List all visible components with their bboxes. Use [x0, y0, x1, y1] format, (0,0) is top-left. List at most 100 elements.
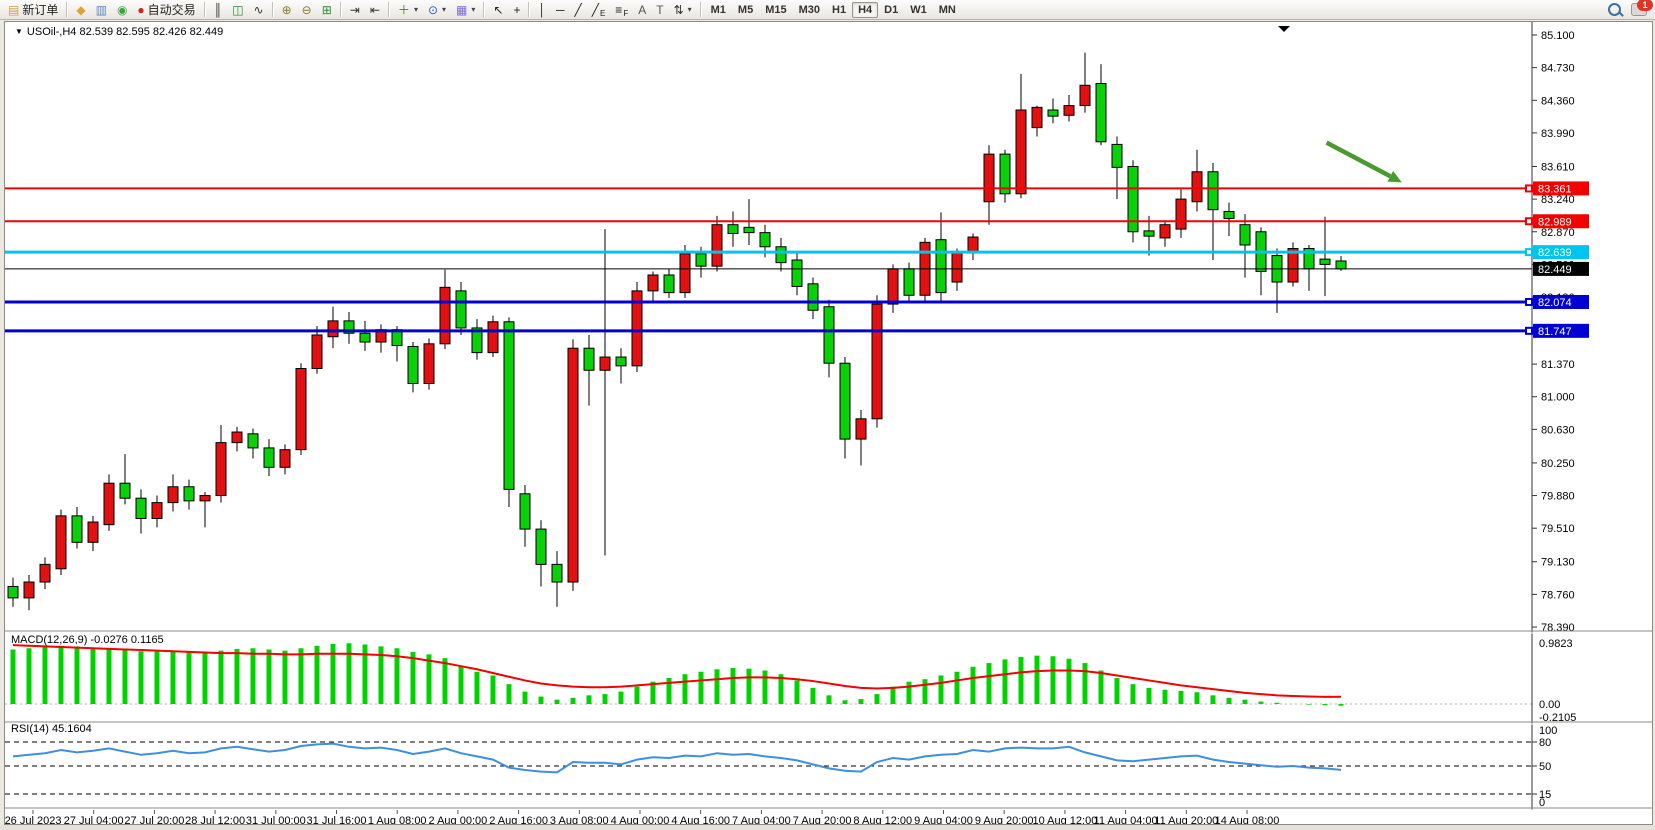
svg-text:84.730: 84.730 [1541, 63, 1575, 75]
svg-text:27 Jul 20:00: 27 Jul 20:00 [124, 815, 184, 824]
svg-text:81.000: 81.000 [1541, 392, 1575, 404]
timeframe-mn[interactable]: MN [938, 3, 956, 16]
toolbar-separator [699, 2, 702, 17]
svg-text:2 Aug 00:00: 2 Aug 00:00 [429, 815, 488, 824]
chart-canvas[interactable]: 85.100 84.730 84.360 83.990 83.610 83.240 82.8… [5, 22, 1652, 824]
svg-text:81.747: 81.747 [1538, 326, 1572, 338]
svg-text:27 Jul 04:00: 27 Jul 04:00 [64, 815, 124, 824]
new-order-button-label: 新订单 [22, 3, 59, 17]
rsi-indicator-label: RSI(14) 45.1604 [11, 723, 92, 735]
vertical-line-button[interactable]: │ [533, 0, 551, 19]
tile-windows-icon: ⊞ [321, 2, 332, 17]
svg-text:80.250: 80.250 [1541, 458, 1575, 470]
chart-shift-marker-icon[interactable] [1278, 26, 1290, 32]
svg-text:14 Aug 08:00: 14 Aug 08:00 [1215, 815, 1280, 824]
candlestick-chart-button[interactable]: ◫ [227, 0, 248, 19]
horizontal-line-icon: ─ [555, 2, 565, 17]
auto-trading-button[interactable]: ● 自动交易 [132, 0, 200, 19]
fibonacci-button[interactable]: ≡ F [610, 0, 633, 19]
svg-text:82.870: 82.870 [1541, 227, 1575, 239]
bar-chart-button[interactable]: ║ [209, 0, 228, 19]
templates-button[interactable]: ▦ ▾ [451, 0, 480, 19]
document-icon: ▤ [8, 2, 20, 17]
svg-text:82.449: 82.449 [1538, 264, 1572, 276]
macd-pane[interactable] [5, 643, 1532, 706]
svg-text:0.00: 0.00 [1539, 699, 1560, 711]
svg-text:78.390: 78.390 [1541, 622, 1575, 634]
svg-text:15: 15 [1539, 789, 1551, 801]
timeframe-w1[interactable]: W1 [910, 3, 927, 16]
rsi-pane[interactable] [5, 741, 1532, 795]
cursor-icon: ↖ [493, 2, 504, 17]
periods-button[interactable]: ⊙ ▾ [423, 0, 451, 19]
svg-text:10 Aug 12:00: 10 Aug 12:00 [1032, 815, 1097, 824]
text-label-button[interactable]: T [651, 0, 668, 19]
svg-text:9 Aug 04:00: 9 Aug 04:00 [914, 815, 973, 824]
auto-scroll-button[interactable]: ⇥ [345, 0, 365, 19]
svg-text:9 Aug 20:00: 9 Aug 20:00 [975, 815, 1034, 824]
svg-text:81.370: 81.370 [1541, 359, 1575, 371]
svg-text:83.240: 83.240 [1541, 194, 1575, 206]
timeframe-d1[interactable]: D1 [884, 3, 899, 16]
equidistant-channel-button[interactable]: ╱ E [587, 0, 611, 19]
svg-text:26 Jul 2023: 26 Jul 2023 [5, 815, 61, 824]
svg-text:79.880: 79.880 [1541, 491, 1575, 503]
chevron-down-icon[interactable]: ▼ [15, 27, 23, 36]
chat-icon[interactable]: 1 [1631, 0, 1653, 16]
dropdown-caret-icon[interactable]: ▾ [413, 5, 418, 14]
price-tag-82.639: 82.639 [1525, 245, 1589, 260]
current-price-tag [1533, 261, 1589, 276]
zoom-out-icon: ⊖ [301, 2, 312, 17]
trendline-button[interactable]: ╱ [569, 0, 586, 19]
timeframe-m30[interactable]: M30 [798, 3, 821, 16]
clock-icon: ⊙ [427, 2, 439, 17]
price-tag-83.361: 83.361 [1525, 181, 1589, 196]
svg-text:31 Jul 00:00: 31 Jul 00:00 [246, 815, 306, 824]
svg-text:3 Aug 08:00: 3 Aug 08:00 [550, 815, 609, 824]
tile-windows-button[interactable]: ⊞ [317, 0, 337, 19]
signals-button[interactable]: ◉ [112, 0, 132, 19]
svg-text:82.639: 82.639 [1538, 247, 1572, 259]
zoom-out-button[interactable]: ⊖ [297, 0, 317, 19]
zoom-in-button[interactable]: ⊕ [277, 0, 297, 19]
price-tag-82.989: 82.989 [1525, 214, 1589, 229]
template-icon: ▦ [456, 2, 468, 17]
zoom-in-icon: ⊕ [281, 2, 292, 17]
svg-text:84.360: 84.360 [1541, 95, 1575, 107]
svg-text:79.510: 79.510 [1541, 523, 1575, 535]
new-order-button[interactable]: ▤ 新订单 [3, 0, 63, 19]
channel-icon-sub: E [599, 9, 606, 18]
price-axis[interactable]: 85.100 84.730 84.360 83.990 83.610 83.240 82.8… [1525, 22, 1589, 810]
chart-shift-button[interactable]: ⇤ [365, 0, 385, 19]
search-icon[interactable] [1608, 3, 1621, 16]
annotation-arrow[interactable] [1325, 140, 1402, 183]
timeframe-h1[interactable]: H1 [832, 3, 847, 16]
cursor-button[interactable]: ↖ [488, 0, 508, 19]
svg-text:4 Aug 16:00: 4 Aug 16:00 [671, 815, 730, 824]
line-chart-icon: ∿ [253, 2, 264, 17]
market-watch-button[interactable]: ▥ [91, 0, 112, 19]
trendline-icon: ╱ [574, 2, 582, 17]
crosshair-button[interactable]: + [508, 0, 525, 19]
dropdown-caret-icon[interactable]: ▾ [687, 5, 692, 14]
timeframe-m5[interactable]: M5 [737, 3, 754, 16]
arrows-button[interactable]: ⇅ ▾ [669, 0, 697, 19]
timeframe-m1[interactable]: M1 [710, 3, 726, 16]
time-axis[interactable]: 26 Jul 2023 27 Jul 04:00 27 Jul 20:00 28 Ju… [5, 810, 1279, 824]
text-label-icon: T [656, 2, 664, 17]
timeframe-m15[interactable]: M15 [765, 3, 787, 16]
horizontal-line-button[interactable]: ─ [551, 0, 570, 19]
line-chart-button[interactable]: ∿ [249, 0, 269, 19]
timeframe-h4[interactable]: H4 [852, 1, 879, 18]
text-button[interactable]: A [633, 0, 651, 19]
indicators-button[interactable]: ＋ ▾ [393, 0, 423, 19]
notification-badge: 1 [1637, 0, 1653, 11]
chart-cube-button[interactable]: ◆ [71, 0, 90, 19]
dropdown-caret-icon[interactable]: ▾ [442, 5, 447, 14]
svg-text:78.760: 78.760 [1541, 589, 1575, 601]
fibonacci-icon: ≡ [615, 2, 623, 17]
chart-window[interactable]: 85.100 84.730 84.360 83.990 83.610 83.240 82.8… [4, 21, 1653, 825]
dropdown-caret-icon[interactable]: ▾ [471, 5, 476, 14]
svg-text:0: 0 [1539, 797, 1545, 809]
